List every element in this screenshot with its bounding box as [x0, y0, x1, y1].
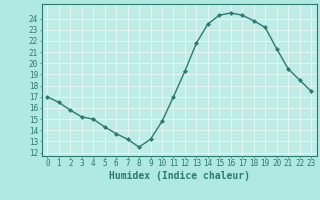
X-axis label: Humidex (Indice chaleur): Humidex (Indice chaleur) — [109, 171, 250, 181]
